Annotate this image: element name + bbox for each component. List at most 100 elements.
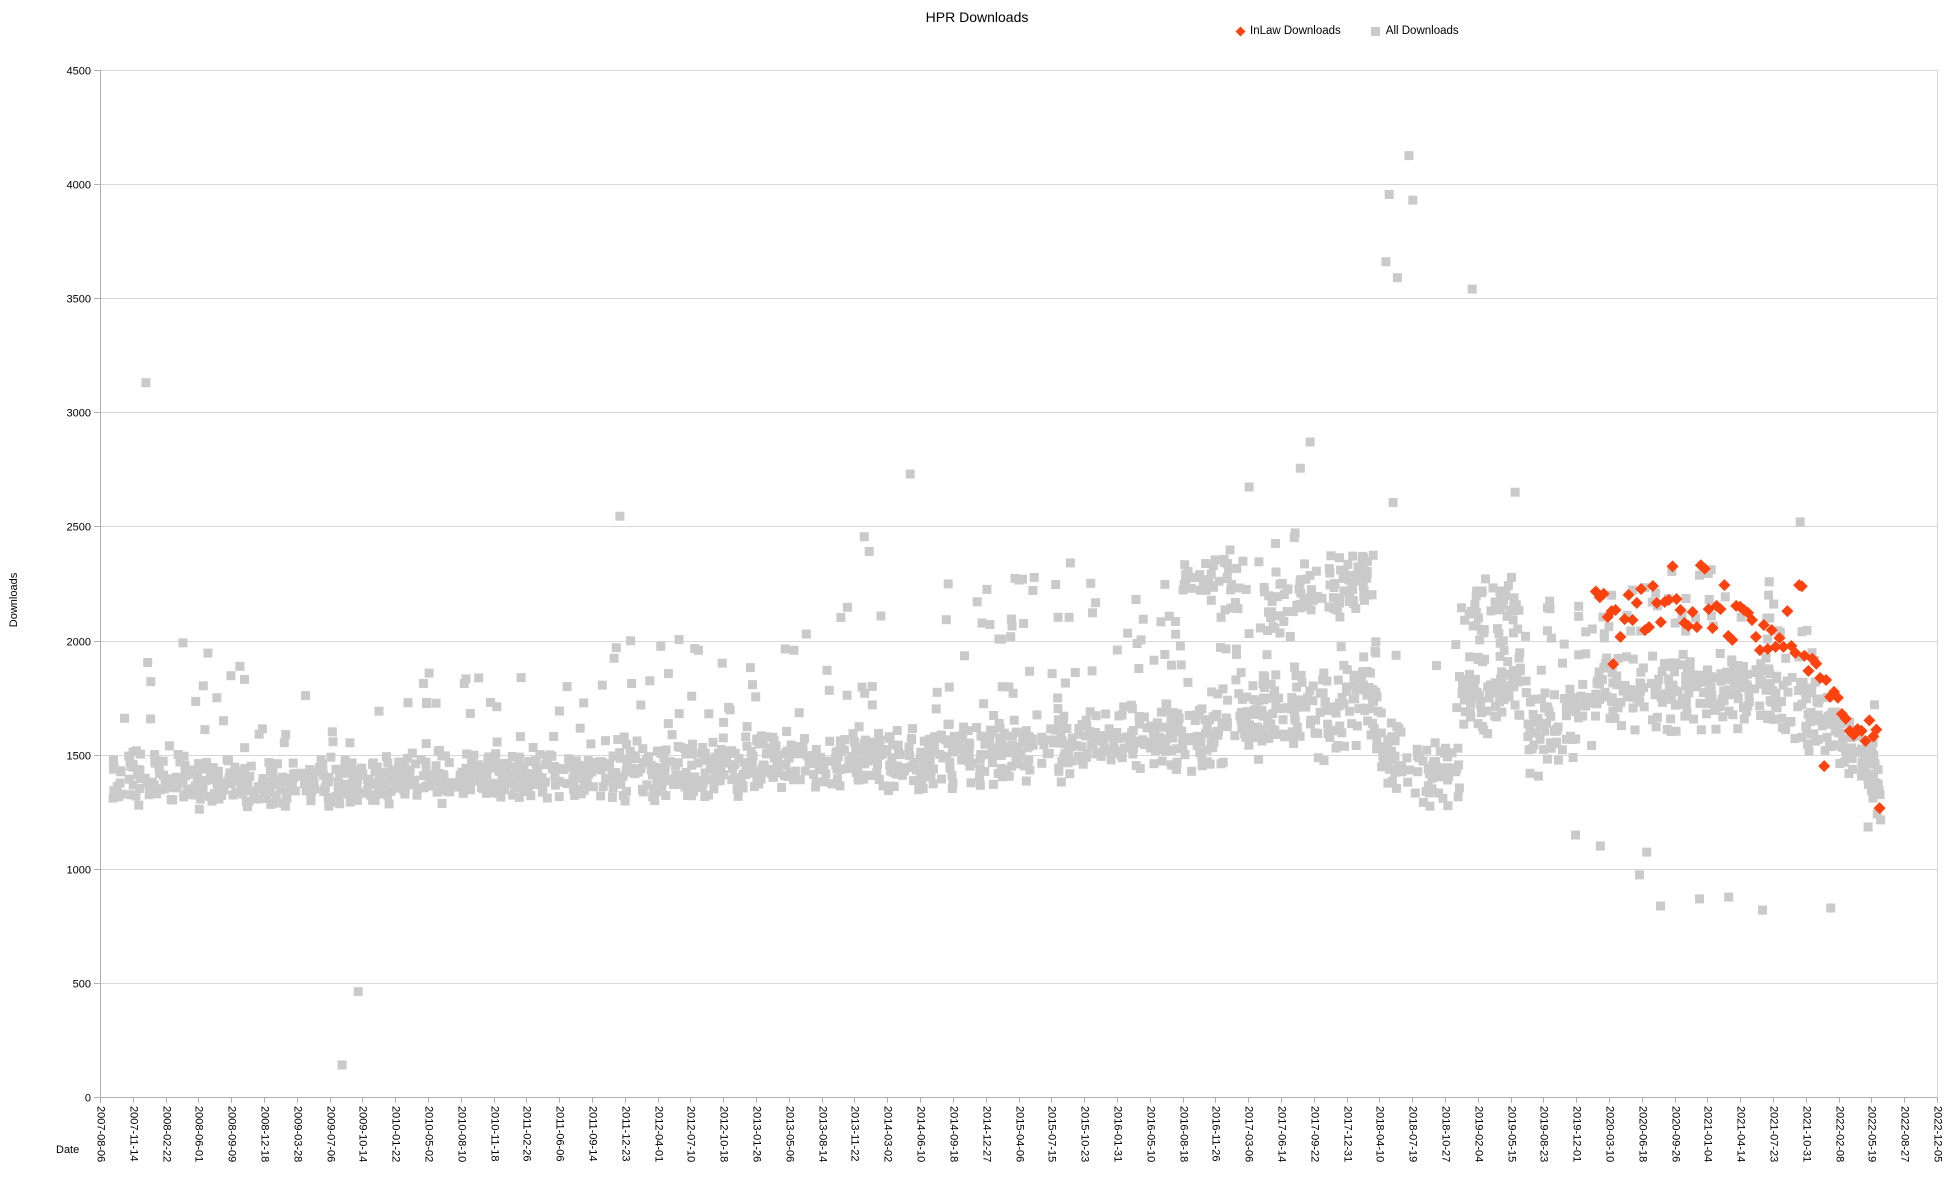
all-downloads-point bbox=[1739, 678, 1749, 688]
y-tick-label: 3000 bbox=[67, 408, 91, 420]
all-downloads-point bbox=[1647, 678, 1657, 688]
all-downloads-point bbox=[545, 750, 555, 760]
all-downloads-point bbox=[663, 669, 673, 679]
all-downloads-point bbox=[1278, 729, 1288, 739]
all-downloads-point bbox=[1671, 726, 1681, 736]
all-downloads-point bbox=[1091, 598, 1101, 608]
all-downloads-point bbox=[842, 764, 852, 773]
all-downloads-point bbox=[626, 636, 636, 646]
all-downloads-point bbox=[479, 776, 489, 786]
all-downloads-point bbox=[1072, 741, 1082, 751]
all-downloads-point bbox=[1796, 678, 1806, 687]
all-downloads-point bbox=[1369, 724, 1379, 734]
all-downloads-point bbox=[204, 791, 214, 801]
all-downloads-point bbox=[937, 774, 946, 784]
all-downloads-point bbox=[1412, 744, 1422, 754]
all-downloads-point bbox=[1561, 711, 1571, 721]
all-downloads-point bbox=[1825, 741, 1834, 751]
all-downloads-point bbox=[1730, 679, 1740, 689]
all-downloads-point bbox=[1090, 733, 1100, 743]
x-tick-label: 2022-12-05 bbox=[1932, 1106, 1944, 1162]
inlaw-downloads-point bbox=[1859, 735, 1872, 747]
all-downloads-point bbox=[1608, 706, 1618, 716]
all-downloads-point bbox=[1790, 734, 1800, 744]
all-downloads-point bbox=[975, 764, 985, 774]
all-downloads-point bbox=[1176, 660, 1186, 670]
all-downloads-point bbox=[344, 764, 354, 774]
all-downloads-point bbox=[736, 776, 746, 786]
x-tick-label: 2011-09-14 bbox=[587, 1106, 599, 1161]
all-downloads-point bbox=[1056, 730, 1066, 740]
all-downloads-point bbox=[976, 750, 986, 760]
all-downloads-point bbox=[323, 777, 333, 787]
all-downloads-point bbox=[1561, 734, 1571, 744]
all-downloads-point bbox=[1430, 738, 1440, 748]
all-downloads-point bbox=[1863, 822, 1873, 832]
all-downloads-point bbox=[1249, 695, 1259, 705]
all-downloads-point bbox=[1392, 783, 1401, 793]
all-downloads-point bbox=[1408, 195, 1418, 205]
all-downloads-point bbox=[1381, 744, 1391, 754]
all-downloads-point bbox=[128, 780, 138, 790]
all-downloads-point bbox=[1271, 539, 1281, 548]
all-downloads-point bbox=[1453, 792, 1463, 802]
all-downloads-point bbox=[586, 739, 596, 749]
all-downloads-point bbox=[1568, 753, 1578, 762]
all-downloads-point bbox=[1335, 612, 1345, 622]
all-downloads-series bbox=[108, 151, 1886, 1070]
all-downloads-point bbox=[1438, 793, 1448, 803]
all-downloads-point bbox=[1172, 764, 1182, 774]
all-downloads-point bbox=[374, 706, 384, 716]
all-downloads-point bbox=[412, 790, 422, 800]
x-tick-label: 2014-09-18 bbox=[948, 1106, 960, 1162]
all-downloads-point bbox=[1139, 712, 1149, 722]
all-downloads-point bbox=[1425, 801, 1435, 811]
all-downloads-point bbox=[1271, 670, 1281, 680]
all-downloads-point bbox=[262, 777, 272, 786]
all-downloads-point bbox=[352, 795, 362, 805]
all-downloads-point bbox=[963, 726, 973, 736]
all-downloads-point bbox=[1007, 621, 1017, 631]
all-downloads-point bbox=[1054, 721, 1064, 731]
all-downloads-point bbox=[1622, 691, 1632, 701]
all-downloads-point bbox=[286, 782, 296, 792]
all-downloads-point bbox=[1529, 694, 1539, 704]
all-downloads-point bbox=[1515, 710, 1525, 720]
all-downloads-point bbox=[1047, 669, 1057, 679]
all-downloads-point bbox=[1142, 723, 1152, 733]
all-downloads-point bbox=[1660, 659, 1670, 669]
all-downloads-point bbox=[1362, 690, 1372, 700]
all-downloads-point bbox=[1171, 629, 1181, 639]
all-downloads-point bbox=[1697, 677, 1707, 687]
all-downloads-point bbox=[1258, 671, 1268, 681]
all-downloads-point bbox=[1000, 742, 1010, 752]
all-downloads-point bbox=[425, 776, 435, 786]
all-downloads-point bbox=[687, 749, 697, 759]
all-downloads-point bbox=[358, 769, 368, 779]
all-downloads-point bbox=[1628, 654, 1638, 664]
all-downloads-point bbox=[914, 785, 924, 795]
all-downloads-point bbox=[1184, 710, 1194, 720]
all-downloads-point bbox=[1711, 673, 1721, 683]
all-downloads-point bbox=[1390, 736, 1400, 746]
all-downloads-point bbox=[1635, 870, 1644, 880]
all-downloads-point bbox=[1149, 655, 1159, 665]
x-tick-label: 2018-10-27 bbox=[1440, 1106, 1452, 1162]
all-downloads-point bbox=[614, 774, 624, 783]
all-downloads-point bbox=[1244, 740, 1254, 750]
all-downloads-point bbox=[516, 673, 526, 683]
all-downloads-point bbox=[460, 773, 470, 783]
all-downloads-point bbox=[1264, 591, 1274, 601]
all-downloads-point bbox=[1510, 487, 1520, 497]
all-downloads-point bbox=[1384, 189, 1394, 199]
all-downloads-point bbox=[1352, 721, 1362, 731]
all-downloads-point bbox=[905, 469, 915, 479]
all-downloads-point bbox=[412, 784, 422, 794]
all-downloads-point bbox=[308, 777, 318, 787]
all-downloads-point bbox=[864, 755, 874, 764]
all-downloads-point bbox=[1232, 563, 1242, 573]
x-tick-label: 2021-10-31 bbox=[1801, 1106, 1813, 1162]
x-tick-label: 2010-01-22 bbox=[390, 1106, 402, 1162]
all-downloads-point bbox=[590, 758, 600, 767]
all-downloads-point bbox=[528, 743, 538, 752]
